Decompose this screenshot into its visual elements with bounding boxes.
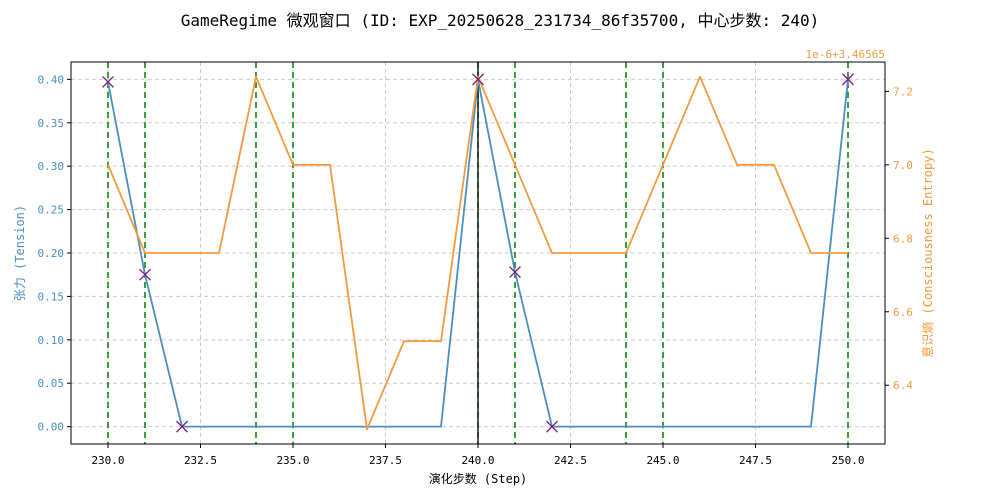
entropy-line [107,75,848,431]
x-marker [842,73,854,86]
x-tick-label: 247.5 [739,454,772,467]
left-axis-label: 张力 (Tension) [13,205,27,301]
right-tick-label: 6.8 [893,232,913,245]
left-tick-label: 0.30 [38,160,65,173]
left-tick-label: 0.35 [38,117,65,130]
left-tick-label: 0.25 [38,204,65,217]
right-axis-ticks: 6.4 6.6 6.8 7.0 7.2 [885,85,913,392]
x-axis-label: 演化步数 (Step) [429,471,528,486]
left-tick-label: 0.20 [38,247,65,260]
right-tick-label: 6.4 [893,379,913,392]
left-tick-label: 0.00 [38,421,65,434]
x-tick-label: 245.0 [646,454,679,467]
x-tick-label: 230.0 [91,454,124,467]
left-tick-label: 0.40 [38,73,65,86]
right-tick-label: 7.2 [893,85,913,98]
right-axis-label: 意识熵 (Consciousness Entropy) [920,148,935,357]
left-tick-label: 0.15 [38,290,65,303]
x-marker [176,420,188,433]
left-tick-label: 0.10 [38,334,65,347]
x-marker [509,266,521,279]
x-axis-ticks: 230.0 232.5 235.0 237.5 240.0 242.5 245.0 247.5… [91,444,865,467]
x-tick-label: 242.5 [554,454,587,467]
x-tick-label: 240.0 [461,454,494,467]
x-marker [139,268,151,281]
left-tick-label: 0.05 [38,377,65,390]
x-tick-label: 232.5 [184,454,217,467]
x-marker [102,76,114,88]
right-tick-label: 7.0 [893,159,913,172]
chart-title: GameRegime 微观窗口 (ID: EXP_20250628_231734… [181,11,820,30]
left-axis-ticks: 0.00 0.05 0.10 0.15 0.20 0.25 0.30 0.35 0.40 [38,73,71,434]
x-marker [546,420,558,433]
right-tick-label: 6.6 [893,306,913,319]
x-tick-label: 237.5 [369,454,402,467]
tension-markers [102,73,854,433]
x-tick-label: 250.0 [831,454,864,467]
x-tick-label: 235.0 [276,454,309,467]
right-axis-offset: 1e-6+3.46565 [806,48,885,61]
x-marker [472,73,484,86]
